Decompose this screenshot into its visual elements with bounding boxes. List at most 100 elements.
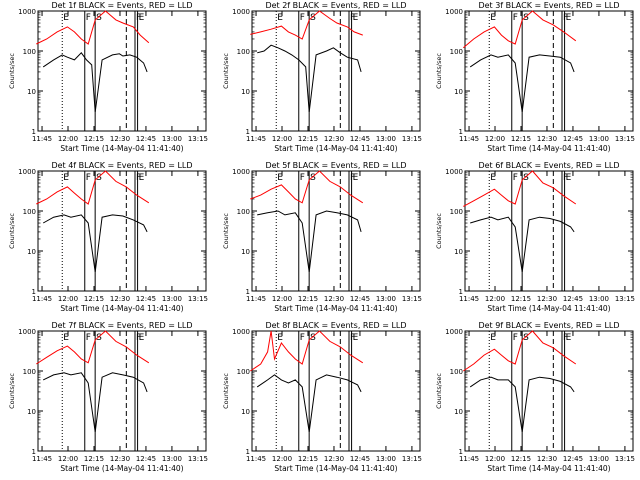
x-tick-label: 13:00 (589, 295, 609, 303)
series-line-events (42, 214, 148, 272)
y-tick-label: 1 (459, 288, 463, 296)
y-tick-label: 100 (450, 48, 463, 56)
x-tick-label: 12:15 (298, 295, 318, 303)
x-tick-label: 12:45 (136, 295, 156, 303)
x-tick-label: 12:15 (511, 135, 531, 143)
series-line-events (257, 210, 362, 272)
event-marker-label: E (353, 173, 359, 183)
y-tick-label: 1000 (18, 168, 36, 176)
y-tick-label: 10 (27, 408, 36, 416)
event-marker-label: S (523, 173, 529, 183)
series-line-lld (463, 170, 577, 207)
series-line-events (42, 372, 148, 432)
event-marker-label: E (139, 333, 145, 343)
y-tick-label: 1 (459, 128, 463, 136)
x-tick-label: 13:15 (188, 455, 208, 463)
y-axis-label: Counts/sec (222, 53, 230, 89)
x-tick-label: 13:15 (402, 455, 422, 463)
chart-title: Det 9f BLACK = Events, RED = LLD (478, 321, 619, 330)
chart-panel-3: Det 3f BLACK = Events, RED = LLD Counts/s… (435, 1, 635, 153)
x-tick-label: 12:30 (324, 455, 344, 463)
plot-frame (464, 170, 634, 292)
event-marker-label: F (86, 173, 91, 183)
x-tick-label: 12:30 (110, 135, 130, 143)
x-tick-label: 12:00 (272, 455, 292, 463)
chart-title: Det 1f BLACK = Events, RED = LLD (51, 1, 192, 10)
x-tick-label: 12:00 (58, 135, 78, 143)
y-tick-label: 10 (27, 248, 36, 256)
plot-frame (37, 10, 207, 132)
chart-panel-8: Det 8f BLACK = Events, RED = LLD Counts/s… (222, 321, 422, 473)
x-axis-label: Start Time (14-May-04 11:41:40) (274, 304, 397, 313)
event-marker-label: S (310, 173, 316, 183)
x-tick-label: 13:15 (188, 135, 208, 143)
x-axis-label: Start Time (14-May-04 11:41:40) (487, 464, 610, 473)
x-tick-label: 12:30 (537, 295, 557, 303)
x-tick-label: 13:00 (162, 135, 182, 143)
y-tick-label: 1000 (232, 168, 250, 176)
y-axis-label: Counts/sec (435, 373, 443, 409)
x-tick-label: 12:15 (84, 455, 104, 463)
event-marker-label: E (277, 173, 283, 183)
x-tick-label: 12:15 (298, 455, 318, 463)
x-tick-label: 12:45 (350, 455, 370, 463)
series-line-events (469, 54, 575, 112)
x-tick-label: 12:00 (58, 295, 78, 303)
x-tick-label: 13:00 (376, 135, 396, 143)
y-tick-label: 1000 (445, 168, 463, 176)
event-marker-label: E (139, 173, 145, 183)
x-axis-label: Start Time (14-May-04 11:41:40) (274, 464, 397, 473)
event-marker-label: E (353, 333, 359, 343)
x-tick-label: 12:30 (324, 135, 344, 143)
event-marker-label: S (523, 333, 529, 343)
event-marker-label: F (350, 173, 355, 183)
plot-frame (37, 170, 207, 292)
event-marker-label: S (96, 333, 102, 343)
event-marker-label: E (63, 333, 69, 343)
x-tick-label: 12:00 (485, 295, 505, 303)
x-tick-label: 11:45 (246, 455, 266, 463)
y-tick-label: 1 (32, 288, 36, 296)
event-marker-label: E (490, 13, 496, 23)
event-marker-label: F (350, 13, 355, 23)
event-marker-label: F (86, 333, 91, 343)
x-tick-label: 11:45 (32, 135, 52, 143)
chart-title: Det 4f BLACK = Events, RED = LLD (51, 161, 192, 170)
event-marker-label: S (310, 13, 316, 23)
event-marker-label: F (136, 333, 141, 343)
y-tick-label: 100 (450, 368, 463, 376)
y-tick-label: 10 (454, 88, 463, 96)
y-axis-label: Counts/sec (435, 213, 443, 249)
x-tick-label: 12:45 (563, 455, 583, 463)
y-tick-label: 1000 (18, 328, 36, 336)
y-tick-label: 1000 (232, 328, 250, 336)
x-tick-label: 12:15 (84, 295, 104, 303)
y-tick-label: 10 (241, 248, 250, 256)
x-tick-label: 13:00 (376, 295, 396, 303)
x-tick-label: 13:00 (162, 295, 182, 303)
chart-panel-7: Det 7f BLACK = Events, RED = LLD Counts/s… (8, 321, 208, 473)
event-marker-label: F (513, 173, 518, 183)
y-axis-label: Counts/sec (8, 53, 16, 89)
chart-title: Det 8f BLACK = Events, RED = LLD (265, 321, 406, 330)
plot-frame (464, 10, 634, 132)
x-tick-label: 12:00 (58, 455, 78, 463)
x-tick-label: 12:00 (485, 455, 505, 463)
y-axis-label: Counts/sec (222, 213, 230, 249)
event-marker-label: E (277, 333, 283, 343)
x-tick-label: 12:15 (511, 455, 531, 463)
chart-panel-4: Det 4f BLACK = Events, RED = LLD Counts/s… (8, 161, 208, 313)
x-tick-label: 12:45 (350, 295, 370, 303)
x-tick-label: 13:15 (188, 295, 208, 303)
event-marker-label: F (86, 13, 91, 23)
plot-frame (464, 330, 634, 452)
series-line-lld (250, 170, 364, 204)
x-tick-label: 12:15 (84, 135, 104, 143)
event-marker-label: F (136, 173, 141, 183)
y-axis-label: Counts/sec (8, 213, 16, 249)
x-tick-label: 12:45 (563, 135, 583, 143)
event-marker-label: E (139, 13, 145, 23)
chart-panel-9: Det 9f BLACK = Events, RED = LLD Counts/s… (435, 321, 635, 473)
event-marker-label: S (96, 13, 102, 23)
